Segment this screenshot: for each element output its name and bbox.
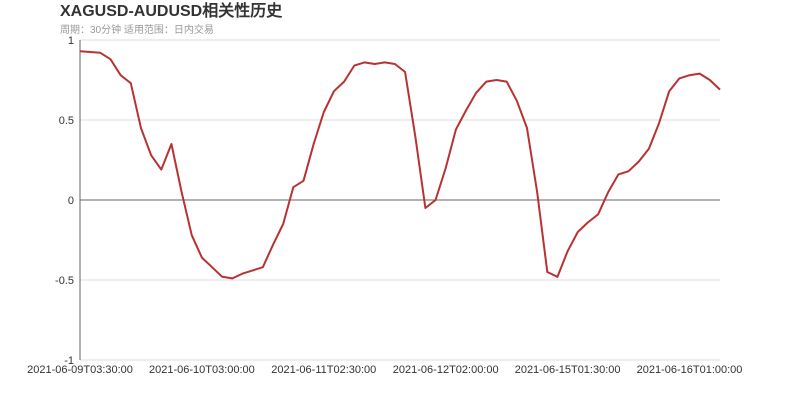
x-tick-label: 2021-06-10T03:00:00 — [149, 364, 255, 376]
x-tick-label: 2021-06-16T01:00:00 — [637, 364, 743, 376]
line-series — [79, 50, 721, 280]
y-tick-label: 0 — [68, 195, 74, 207]
y-tick-label: 1 — [68, 35, 74, 47]
y-tick-label: -1 — [64, 355, 74, 367]
x-tick-label: 2021-06-11T02:30:00 — [271, 364, 376, 376]
y-tick-label: -0.5 — [55, 275, 74, 287]
x-tick-label: 2021-06-12T02:00:00 — [393, 364, 499, 376]
chart-title: XAGUSD-AUDUSD相关性历史 — [60, 1, 283, 20]
y-tick-label: 0.5 — [59, 115, 74, 127]
x-tick-label: 2021-06-09T03:30:00 — [27, 364, 133, 376]
x-tick-label: 2021-06-15T01:30:00 — [515, 364, 621, 376]
chart-subtitle: 周期：30分钟 适用范围：日内交易 — [60, 23, 214, 36]
